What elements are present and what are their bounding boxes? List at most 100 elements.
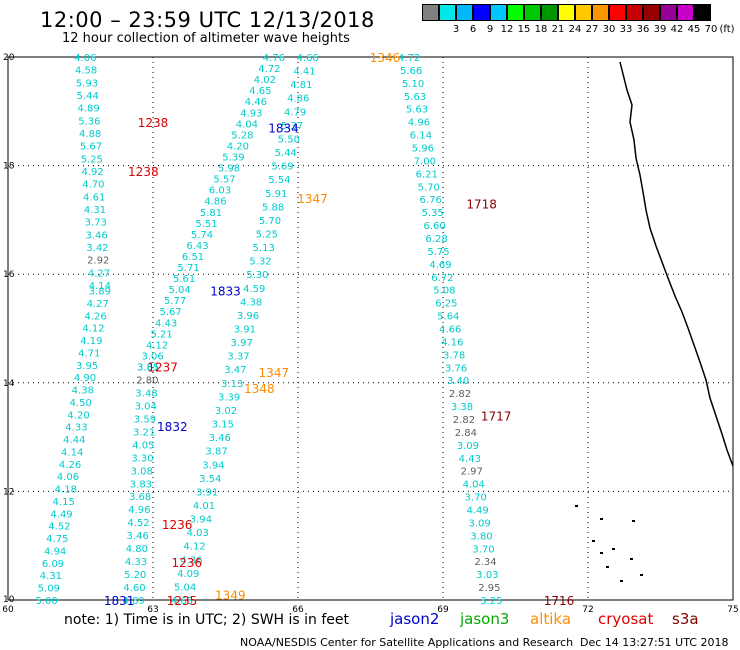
wave-height-value: 5.20 bbox=[124, 570, 146, 581]
wave-height-value: 3.65 bbox=[137, 363, 159, 374]
wave-height-value: 6.72 bbox=[431, 273, 453, 284]
wave-height-value: 4.61 bbox=[83, 192, 105, 203]
legend-altika: altika bbox=[530, 610, 572, 628]
pass-time-label: 1347 bbox=[297, 192, 328, 206]
wave-height-value: 4.63 bbox=[171, 596, 193, 607]
wave-height-value: 4.72 bbox=[258, 64, 280, 75]
wave-height-value: 4.76 bbox=[263, 53, 285, 64]
wave-height-value: 4.27 bbox=[88, 268, 110, 279]
wave-height-value: 2.34 bbox=[474, 557, 496, 568]
legend-swatch bbox=[456, 4, 473, 21]
wave-height-value: 4.12 bbox=[146, 340, 168, 351]
wave-height-value: 5.66 bbox=[400, 66, 422, 77]
legend-label: 12 bbox=[500, 24, 514, 35]
wave-height-value: 4.71 bbox=[78, 348, 100, 359]
wave-height-value: 3.94 bbox=[190, 515, 212, 526]
pass-time-label: 1717 bbox=[481, 409, 512, 423]
island-mark bbox=[620, 580, 623, 582]
wave-height-value: 4.90 bbox=[74, 373, 96, 384]
wave-height-value: 4.06 bbox=[74, 53, 96, 64]
wave-height-value: 3.94 bbox=[202, 460, 224, 471]
wave-height-value: 4.43 bbox=[459, 454, 481, 465]
legend-label: 42 bbox=[670, 24, 684, 35]
wave-height-value: 4.94 bbox=[44, 546, 66, 557]
wave-height-value: 4.19 bbox=[80, 336, 102, 347]
legend-swatch bbox=[677, 4, 694, 21]
island-mark bbox=[630, 558, 633, 560]
wave-height-value: 3.97 bbox=[231, 338, 253, 349]
wave-height-value: 6.60 bbox=[423, 221, 445, 232]
wave-height-value: 3.70 bbox=[472, 544, 494, 555]
wave-height-value: 5.67 bbox=[80, 142, 102, 153]
legend-label: 15 bbox=[517, 24, 531, 35]
wave-height-value: 2.97 bbox=[461, 467, 483, 478]
pass-time-label: 1718 bbox=[466, 198, 497, 212]
wave-height-value: 5.57 bbox=[213, 175, 235, 186]
wave-height-value: 5.13 bbox=[253, 243, 275, 254]
legend-s3a: s3a bbox=[672, 610, 699, 628]
legend-swatch bbox=[439, 4, 456, 21]
wave-height-value: 3.70 bbox=[465, 493, 487, 504]
wave-height-value: 3.68 bbox=[129, 492, 151, 503]
wave-height-value: 6.21 bbox=[416, 169, 438, 180]
wave-height-value: 3.02 bbox=[215, 406, 237, 417]
legend-label: 70 bbox=[704, 24, 718, 35]
island-mark bbox=[640, 574, 643, 576]
pass-time-label: 1348 bbox=[244, 382, 275, 396]
wave-height-value: 2.95 bbox=[478, 583, 500, 594]
x-tick-label: 69 bbox=[437, 605, 449, 615]
wave-height-value: 3.08 bbox=[131, 466, 153, 477]
wave-height-value: 3.96 bbox=[237, 311, 259, 322]
legend-label: 18 bbox=[534, 24, 548, 35]
legend-jason3: jason3 bbox=[460, 610, 510, 628]
legend-label: 9 bbox=[486, 24, 494, 35]
wave-height-value: 4.93 bbox=[240, 108, 262, 119]
wave-height-value: 4.72 bbox=[398, 53, 420, 64]
wave-height-value: 4.52 bbox=[48, 522, 70, 533]
wave-height-value: 4.38 bbox=[72, 386, 94, 397]
wave-height-value: 3.81 bbox=[137, 363, 159, 374]
x-tick-label: 66 bbox=[292, 605, 304, 615]
wave-height-value: 3.25 bbox=[480, 596, 502, 607]
wave-height-value: 3.83 bbox=[130, 479, 152, 490]
wave-height-value: 3.13 bbox=[221, 379, 243, 390]
island-mark bbox=[600, 552, 603, 554]
wave-height-value: 2.82 bbox=[453, 415, 475, 426]
wave-height-value: 5.08 bbox=[433, 286, 455, 297]
pass-time-label: 1347 bbox=[259, 366, 290, 380]
wave-height-value: 5.81 bbox=[200, 208, 222, 219]
wave-height-value: 3.21 bbox=[133, 427, 155, 438]
footer-source: NOAA/NESDIS Center for Satellite Applica… bbox=[240, 636, 574, 649]
wave-height-value: 5.25 bbox=[256, 229, 278, 240]
wave-height-value: 3.38 bbox=[451, 402, 473, 413]
wave-height-value: 6.28 bbox=[425, 234, 447, 245]
wave-height-value: 5.50 bbox=[278, 134, 300, 145]
island-mark bbox=[600, 518, 603, 520]
wave-height-value: 4.86 bbox=[287, 94, 309, 105]
legend-unit: (ft) bbox=[719, 24, 735, 35]
wave-height-value: 3.15 bbox=[212, 420, 234, 431]
wave-height-value: 5.28 bbox=[231, 130, 253, 141]
wave-height-value: 6.76 bbox=[420, 195, 442, 206]
y-tick-label: 20 bbox=[3, 53, 15, 63]
wave-height-value: 4.04 bbox=[463, 480, 485, 491]
wave-height-value: 3.87 bbox=[205, 447, 227, 458]
wave-height-value: 3.73 bbox=[85, 218, 107, 229]
wave-height-value: 4.70 bbox=[82, 180, 104, 191]
wave-height-value: 5.63 bbox=[404, 92, 426, 103]
wave-height-value: 3.46 bbox=[127, 531, 149, 542]
wave-height-value: 5.64 bbox=[437, 312, 459, 323]
legend-jason2: jason2 bbox=[390, 610, 440, 628]
wave-height-value: 2.84 bbox=[455, 428, 477, 439]
wave-height-value: 6.03 bbox=[209, 186, 231, 197]
pass-time-label: 1238 bbox=[138, 116, 169, 130]
wave-height-value: 4.02 bbox=[254, 75, 276, 86]
wave-height-value: 5.67 bbox=[159, 307, 181, 318]
wave-height-value: 4.66 bbox=[439, 325, 461, 336]
wave-height-value: 5.69 bbox=[271, 162, 293, 173]
wave-height-value: 3.76 bbox=[445, 363, 467, 374]
wave-height-value: 3.03 bbox=[476, 570, 498, 581]
wave-height-value: 4.69 bbox=[429, 260, 451, 271]
legend-swatch bbox=[575, 4, 592, 21]
wave-height-value: 5.61 bbox=[173, 274, 195, 285]
